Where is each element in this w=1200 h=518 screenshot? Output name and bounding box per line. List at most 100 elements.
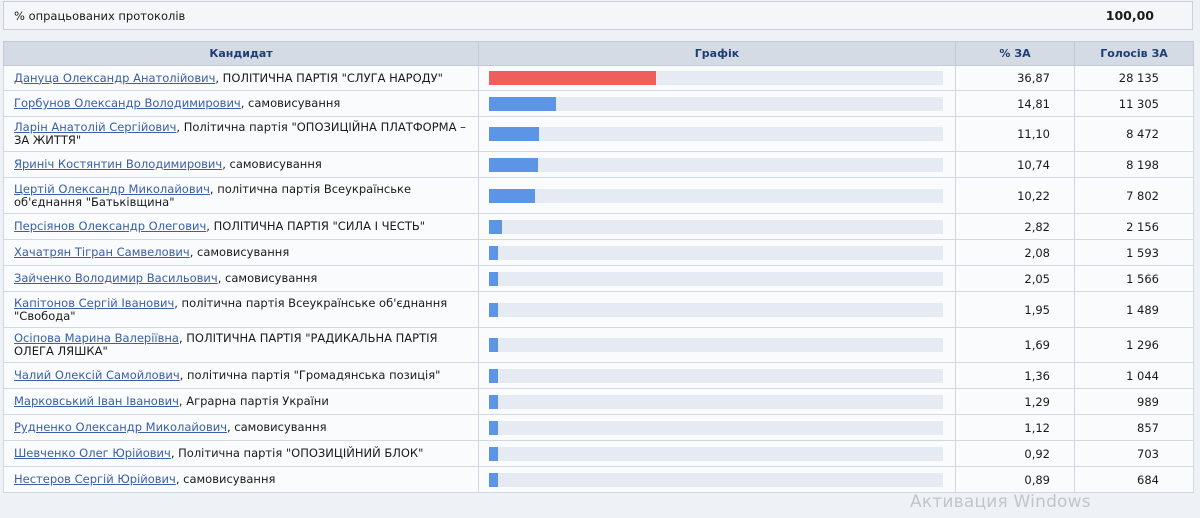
candidate-party: , самовисування [217,271,318,285]
results-table: Кандидат Графік % ЗА Голосів ЗА Дануца О… [3,41,1194,493]
candidate-cell: Горбунов Олександр Володимирович, самови… [3,90,479,117]
vote-bar [489,157,538,172]
votes-cell: 2 156 [1074,213,1194,240]
bar-track [489,472,943,487]
vote-bar [489,188,536,203]
bar-track [489,219,943,234]
votes-cell: 684 [1074,466,1194,493]
percent-cell: 0,92 [955,440,1075,467]
graph-cell [478,90,956,117]
graph-cell [478,440,956,467]
bar-track [489,420,943,435]
candidate-link[interactable]: Нестеров Сергій Юрійович [14,472,176,486]
bar-track [489,157,943,172]
candidate-link[interactable]: Чалий Олексій Самойлович [14,368,180,382]
candidate-link[interactable]: Ларін Анатолій Сергійович [14,120,177,134]
graph-cell [478,151,956,178]
candidate-link[interactable]: Яриніч Костянтин Володимирович [14,157,223,171]
header-votes: Голосів ЗА [1074,41,1194,66]
candidate-link[interactable]: Шевченко Олег Юрійович [14,446,171,460]
candidate-link[interactable]: Зайченко Володимир Васильович [14,271,218,285]
candidate-cell: Капітонов Сергій Іванович, політична пар… [3,291,479,328]
table-row: Капітонов Сергій Іванович, політична пар… [3,291,1194,328]
percent-cell: 1,29 [955,388,1075,415]
table-row: Цертій Олександр Миколайович, політична … [3,177,1194,214]
votes-cell: 1 044 [1074,362,1194,389]
candidate-link[interactable]: Рудненко Олександр Миколайович [14,420,227,434]
vote-bar [489,245,499,260]
bar-track [489,271,943,286]
candidate-link[interactable]: Капітонов Сергій Іванович [14,295,175,310]
candidate-party: , ПОЛІТИЧНА ПАРТІЯ "СЛУГА НАРОДУ" [215,70,443,85]
vote-bar [489,127,540,141]
candidate-cell: Дануца Олександр Анатолійович, ПОЛІТИЧНА… [3,65,479,91]
graph-cell [478,65,956,91]
votes-cell: 11 305 [1074,90,1194,117]
table-row: Марковський Іван Іванович, Аграрна парті… [3,388,1194,415]
candidate-party: , політична партія Всеукраїнське об'єдна… [14,295,448,323]
bar-track [489,71,943,85]
graph-cell [478,213,956,240]
percent-cell: 1,36 [955,362,1075,389]
votes-cell: 989 [1074,388,1194,415]
candidate-cell: Шевченко Олег Юрійович, Політична партія… [3,440,479,467]
candidate-party: , самовисування [240,96,341,110]
candidate-party: , ПОЛІТИЧНА ПАРТІЯ "СИЛА І ЧЕСТЬ" [206,219,426,233]
table-row: Горбунов Олександр Володимирович, самови… [3,90,1194,117]
bar-track [489,446,943,461]
votes-cell: 8 198 [1074,151,1194,178]
candidate-link[interactable]: Цертій Олександр Миколайович [14,181,210,196]
candidate-party: , самовисування [222,157,322,171]
graph-cell [478,239,956,266]
percent-cell: 10,74 [955,151,1075,178]
vote-bar [489,219,502,234]
candidate-party: , Аграрна партія України [178,394,329,408]
vote-bar [489,96,557,111]
candidate-link[interactable]: Персіянов Олександр Олегович [14,219,207,233]
percent-cell: 1,69 [955,327,1075,363]
graph-cell [478,466,956,493]
table-row: Ларін Анатолій Сергійович, Політична пар… [3,116,1194,152]
table-row: Хачатрян Тігран Самвелович, самовисуванн… [3,239,1194,266]
candidate-link[interactable]: Марковський Іван Іванович [14,394,179,408]
percent-cell: 2,05 [955,265,1075,292]
votes-cell: 1 593 [1074,239,1194,266]
bar-track [489,368,943,383]
bar-track [489,394,943,409]
candidate-link[interactable]: Дануца Олександр Анатолійович [14,70,216,85]
candidate-cell: Цертій Олександр Миколайович, політична … [3,177,479,214]
vote-bar [489,420,498,435]
graph-cell [478,388,956,415]
candidate-cell: Хачатрян Тігран Самвелович, самовисуванн… [3,239,479,266]
candidate-cell: Персіянов Олександр Олегович, ПОЛІТИЧНА … [3,213,479,240]
header-graph: Графік [478,41,956,66]
vote-bar [489,472,498,487]
candidate-link[interactable]: Горбунов Олександр Володимирович [14,96,241,110]
candidate-link[interactable]: Осіпова Марина Валеріївна [14,331,179,345]
candidate-cell: Нестеров Сергій Юрійович, самовисування [3,466,479,493]
candidate-party: , політична партія Всеукраїнське об'єдна… [14,181,412,209]
candidate-party: , самовисування [227,420,327,434]
candidate-cell: Чалий Олексій Самойлович, політична парт… [3,362,479,389]
vote-bar-leading [489,71,657,85]
bar-track [489,245,943,260]
candidate-cell: Осіпова Марина Валеріївна, ПОЛІТИЧНА ПАР… [3,327,479,363]
table-row: Рудненко Олександр Миколайович, самовису… [3,414,1194,441]
candidate-party: , Політична партія "ОПОЗИЦІЙНА ПЛАТФОРМА… [14,120,466,147]
percent-cell: 11,10 [955,116,1075,152]
graph-cell [478,362,956,389]
windows-activation-watermark: Активация Windows [910,492,1091,512]
votes-cell: 857 [1074,414,1194,441]
percent-cell: 1,12 [955,414,1075,441]
table-row: Персіянов Олександр Олегович, ПОЛІТИЧНА … [3,213,1194,240]
table-row: Чалий Олексій Самойлович, політична парт… [3,362,1194,389]
percent-cell: 2,82 [955,213,1075,240]
percent-cell: 36,87 [955,65,1075,91]
table-row: Дануца Олександр Анатолійович, ПОЛІТИЧНА… [3,65,1194,91]
candidate-link[interactable]: Хачатрян Тігран Самвелович [14,245,190,259]
processed-protocols-row: % опрацьованих протоколів 100,00 [3,1,1193,30]
results-body: Дануца Олександр Анатолійович, ПОЛІТИЧНА… [3,65,1194,493]
bar-track [489,96,943,111]
graph-cell [478,291,956,328]
bar-track [489,188,943,203]
